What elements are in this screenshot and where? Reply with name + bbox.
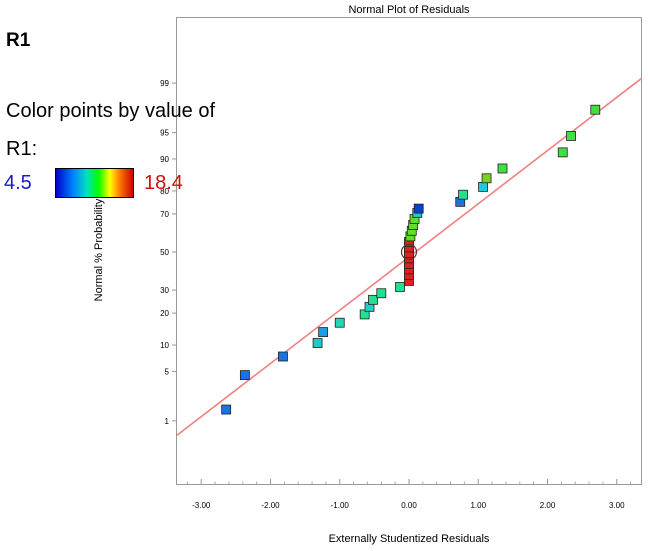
y-tick-label: 99 (160, 79, 169, 88)
x-tick-label: -2.00 (261, 501, 280, 510)
data-point[interactable] (239, 370, 250, 380)
highlight-point-marker[interactable] (400, 243, 418, 261)
legend-max-value: 18.4 (144, 172, 183, 194)
x-tick-label: 3.00 (609, 501, 625, 510)
y-tick-label: 70 (160, 210, 169, 219)
y-tick-label: 95 (160, 129, 169, 138)
residual-points (221, 104, 601, 415)
y-tick-label: 20 (160, 309, 169, 318)
data-point[interactable] (590, 104, 601, 115)
x-tick-label: -1.00 (331, 501, 350, 510)
plot-frame (176, 17, 642, 485)
y-tick-label: 90 (160, 155, 169, 164)
x-tick-label: -3.00 (192, 501, 211, 510)
y-tick-label: 80 (160, 187, 169, 196)
data-point[interactable] (278, 351, 288, 362)
y-axis-ticks: 1 5 10 20 30 50 70 80 90 95 99 (160, 79, 177, 426)
data-point[interactable] (566, 131, 576, 141)
legend-caption: Color points by value of (6, 100, 216, 122)
y-tick-label: 5 (165, 367, 170, 376)
data-point[interactable] (413, 203, 424, 214)
legend-variable: R1: (6, 138, 38, 160)
data-point[interactable] (458, 189, 468, 200)
chart-title: Normal Plot of Residuals (348, 4, 470, 16)
y-axis-title: Normal % Probability (93, 198, 105, 301)
x-tick-label: 2.00 (540, 501, 556, 510)
data-point[interactable] (368, 294, 378, 305)
data-point[interactable] (497, 163, 508, 174)
x-tick-label: 1.00 (470, 501, 486, 510)
data-point[interactable] (221, 404, 232, 415)
x-axis-title: Externally Studentized Residuals (329, 533, 490, 545)
y-tick-label: 30 (160, 286, 169, 295)
data-point[interactable] (318, 327, 329, 337)
data-point[interactable] (481, 173, 492, 184)
data-point[interactable] (376, 288, 387, 299)
data-point[interactable] (478, 182, 489, 192)
x-axis-ticks: -3.00 -2.00 -1.00 0.00 1.00 2.00 3.00 (186, 479, 632, 510)
data-point[interactable] (395, 282, 405, 292)
data-point[interactable] (557, 147, 568, 158)
y-tick-label: 50 (160, 248, 169, 257)
data-point[interactable] (334, 317, 345, 328)
color-scale-bar (55, 168, 134, 198)
legend-title: R1 (6, 30, 31, 51)
x-tick-label: 0.00 (401, 501, 417, 510)
y-tick-label: 10 (160, 341, 169, 350)
data-point[interactable] (312, 338, 323, 348)
legend-min-value: 4.5 (4, 172, 32, 194)
y-tick-label: 1 (165, 417, 170, 426)
